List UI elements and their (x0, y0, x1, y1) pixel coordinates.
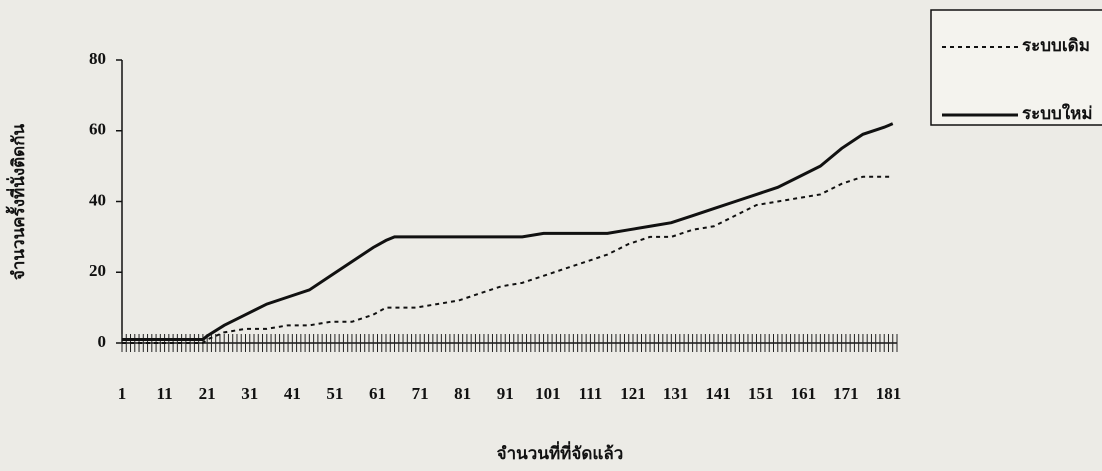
x-tick-label: 1 (118, 384, 127, 403)
x-tick-label: 91 (497, 384, 514, 403)
y-axis-label: จำนวนครั้งที่นั่งติดกัน (5, 124, 28, 281)
legend-label: ระบบใหม่ (1022, 103, 1093, 123)
x-tick-label: 111 (579, 384, 603, 403)
y-tick-label: 20 (89, 261, 106, 280)
x-tick-label: 31 (241, 384, 258, 403)
series-line (122, 175, 893, 344)
y-tick-label: 80 (89, 49, 106, 68)
legend-label: ระบบเดิม (1022, 36, 1090, 55)
y-tick-label: 40 (89, 190, 106, 209)
x-tick-label: 171 (833, 384, 859, 403)
series-line (122, 122, 894, 341)
x-tick-label: 81 (454, 384, 471, 403)
x-tick-label: 181 (876, 384, 902, 403)
x-axis-label: จำนวนที่ที่จัดแล้ว (497, 441, 624, 463)
x-tick-label: 141 (705, 384, 731, 403)
x-tick-label: 61 (369, 384, 386, 403)
x-tick-label: 161 (791, 384, 817, 403)
x-tick-label: 41 (284, 384, 301, 403)
x-tick-label: 51 (326, 384, 343, 403)
y-tick-label: 0 (98, 332, 107, 351)
x-tick-label: 71 (412, 384, 429, 403)
x-tick-label: 21 (199, 384, 216, 403)
x-tick-label: 131 (663, 384, 689, 403)
x-tick-label: 11 (157, 384, 173, 403)
y-tick-label: 60 (89, 120, 106, 139)
x-tick-label: 101 (535, 384, 561, 403)
x-tick-label: 121 (620, 384, 646, 403)
x-tick-label: 151 (748, 384, 774, 403)
legend-box (930, 9, 1102, 126)
